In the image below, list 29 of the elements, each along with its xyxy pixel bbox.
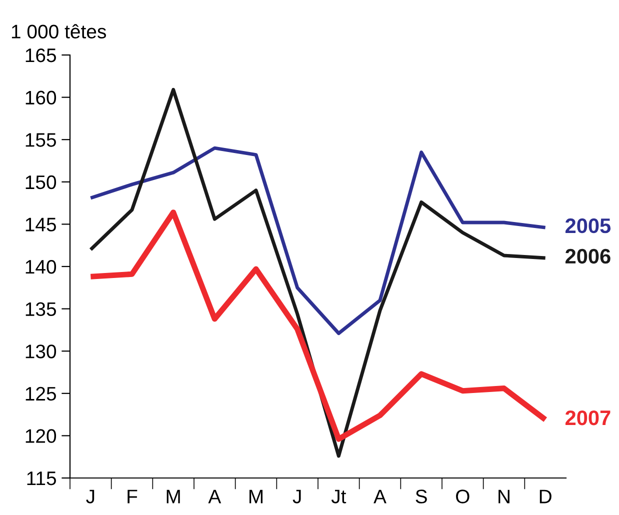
series-label: 2006: [566, 248, 610, 264]
x-tick-label: Jt: [331, 490, 346, 504]
y-tick-label: 140: [26, 260, 56, 274]
line-series: [88, 88, 548, 458]
x-tick-label: D: [540, 490, 552, 504]
y-tick-label: 160: [26, 90, 56, 105]
y-tick-label: 120: [26, 429, 56, 443]
x-tick-label: J: [292, 490, 301, 504]
x-tick-label: M: [249, 490, 263, 504]
y-tick-label: 155: [26, 133, 56, 147]
x-tick-label: F: [128, 490, 138, 504]
y-tick-label: 130: [26, 344, 56, 358]
x-tick-label: J: [86, 490, 94, 504]
y-axis-title: 1 000 têtes: [12, 24, 106, 38]
y-tick-label: 145: [26, 218, 56, 232]
x-tick-label: M: [166, 490, 180, 504]
x-tick-label: N: [498, 490, 510, 504]
y-tick-label: 165: [26, 48, 56, 62]
y-tick-label: 115: [27, 472, 56, 486]
x-tick-label: A: [374, 490, 386, 504]
series-label: 2007: [566, 410, 610, 426]
series-label: 2005: [566, 218, 611, 234]
y-tick-label: 150: [26, 175, 56, 190]
y-tick-label: 135: [26, 302, 56, 316]
y-tick-label: 125: [26, 386, 56, 401]
x-tick-label: O: [456, 490, 470, 504]
line-series: [88, 146, 548, 336]
x-tick-label: A: [208, 490, 222, 504]
x-tick-label: S: [416, 490, 427, 504]
